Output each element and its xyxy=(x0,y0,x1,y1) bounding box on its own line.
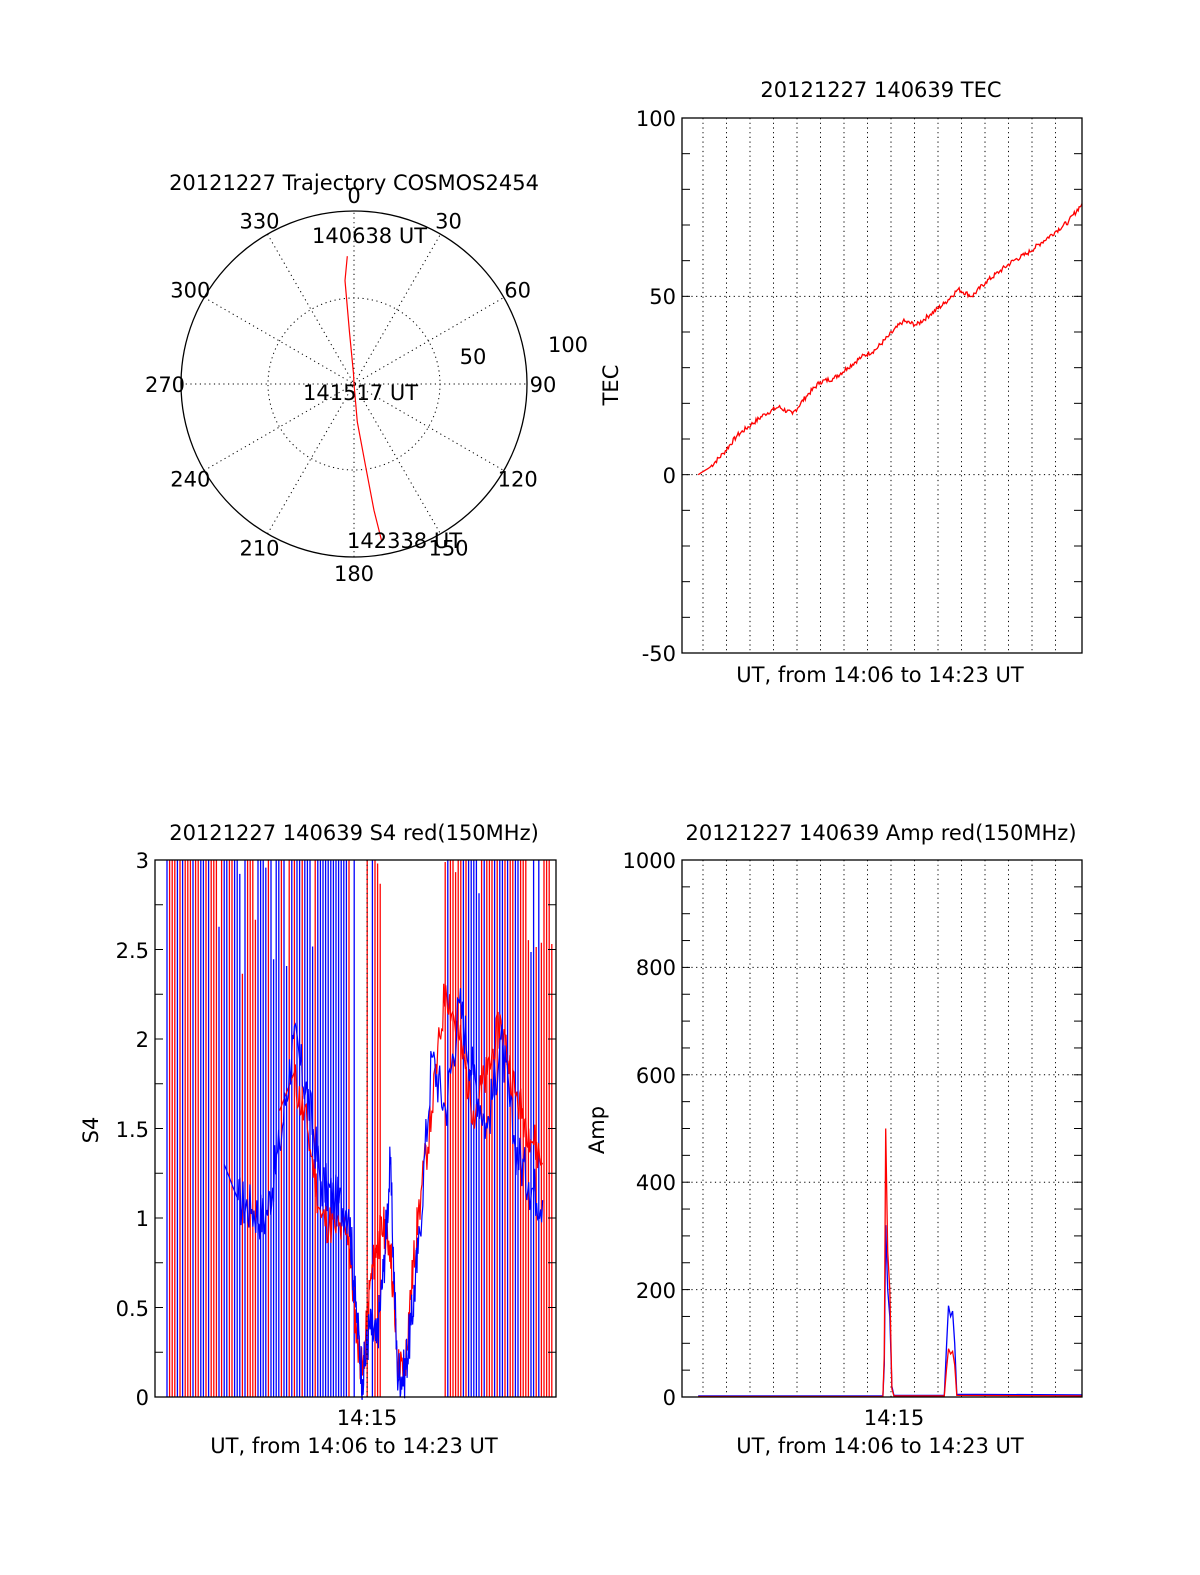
amp-ylabel: Amp xyxy=(585,1106,609,1154)
amp-ytick-1000: 1000 xyxy=(623,849,676,873)
amp-xtick-1415: 14:15 xyxy=(864,1406,925,1430)
polar-azimuth-label-270: 270 xyxy=(145,373,185,397)
track-end-label: 142338 UT xyxy=(347,529,462,553)
polar-azimuth-label-30: 30 xyxy=(435,209,462,233)
s4-ytick-0.5: 0.5 xyxy=(116,1297,149,1321)
amp-plot-frame xyxy=(681,859,1083,1398)
polar-azimuth-label-210: 210 xyxy=(239,537,279,561)
s4-xlabel: UT, from 14:06 to 14:23 UT xyxy=(210,1434,498,1458)
s4-title: 20121227 140639 S4 red(150MHz) xyxy=(169,821,539,845)
amp-ytick-0: 0 xyxy=(663,1386,676,1410)
polar-radius-label-100: 100 xyxy=(548,333,588,357)
polar-outer-ring xyxy=(180,210,528,558)
s4-ytick-0: 0 xyxy=(136,1386,149,1410)
polar-azimuth-label-240: 240 xyxy=(170,468,210,492)
amp-xlabel: UT, from 14:06 to 14:23 UT xyxy=(736,1434,1024,1458)
amp-title: 20121227 140639 Amp red(150MHz) xyxy=(685,821,1076,845)
tec-chart: 20121227 140639 TEC 100 50 0 -50 TEC UT,… xyxy=(599,78,1083,687)
track-mid-label: 141517 UT xyxy=(303,381,418,405)
polar-radius-label-50: 50 xyxy=(460,345,487,369)
polar-azimuth-label-0: 0 xyxy=(347,184,360,208)
polar-trajectory-chart: 20121227 Trajectory COSMOS2454 0 30 60 90 12… xyxy=(145,171,588,586)
tec-ytick-50: 50 xyxy=(649,285,676,309)
polar-azimuth-label-60: 60 xyxy=(504,279,531,303)
tec-xlabel: UT, from 14:06 to 14:23 UT xyxy=(736,663,1024,687)
amp-chart: 20121227 140639 Amp red(150MHz) 1000 800… xyxy=(585,821,1083,1458)
s4-ytick-1: 1 xyxy=(136,1207,149,1231)
tec-ytick-minus50: -50 xyxy=(642,642,676,666)
polar-azimuth-label-90: 90 xyxy=(530,373,557,397)
amp-ytick-800: 800 xyxy=(636,956,676,980)
track-start-label: 140638 UT xyxy=(312,224,427,248)
amp-ytick-600: 600 xyxy=(636,1064,676,1088)
tec-series-line xyxy=(697,203,1083,476)
satellite-track xyxy=(344,256,383,541)
polar-azimuth-label-330: 330 xyxy=(239,209,279,233)
amp-ytick-200: 200 xyxy=(636,1279,676,1303)
tec-ylabel: TEC xyxy=(599,365,623,407)
s4-chart: 20121227 140639 S4 red(150MHz) 3 2.5 2 1… xyxy=(79,821,557,1458)
s4-blue-series-line xyxy=(223,988,544,1400)
tec-plot-frame xyxy=(681,117,1083,654)
polar-azimuth-label-150: 150 xyxy=(428,537,468,561)
s4-ylabel: S4 xyxy=(79,1117,103,1144)
s4-ytick-1.5: 1.5 xyxy=(116,1118,149,1142)
amp-red-series-line xyxy=(698,1128,1083,1398)
polar-title: 20121227 Trajectory COSMOS2454 xyxy=(169,171,539,195)
s4-xtick-1415: 14:15 xyxy=(337,1406,398,1430)
polar-azimuth-label-180: 180 xyxy=(334,562,374,586)
tec-ytick-100: 100 xyxy=(636,107,676,131)
tec-title: 20121227 140639 TEC xyxy=(760,78,1001,102)
s4-ytick-2: 2 xyxy=(136,1028,149,1052)
polar-azimuth-label-300: 300 xyxy=(170,279,210,303)
polar-azimuth-label-120: 120 xyxy=(498,468,538,492)
s4-plot-frame xyxy=(154,859,557,1398)
amp-ytick-400: 400 xyxy=(636,1171,676,1195)
tec-ytick-0: 0 xyxy=(663,464,676,488)
s4-ytick-2.5: 2.5 xyxy=(116,939,149,963)
s4-ytick-3: 3 xyxy=(136,849,149,873)
